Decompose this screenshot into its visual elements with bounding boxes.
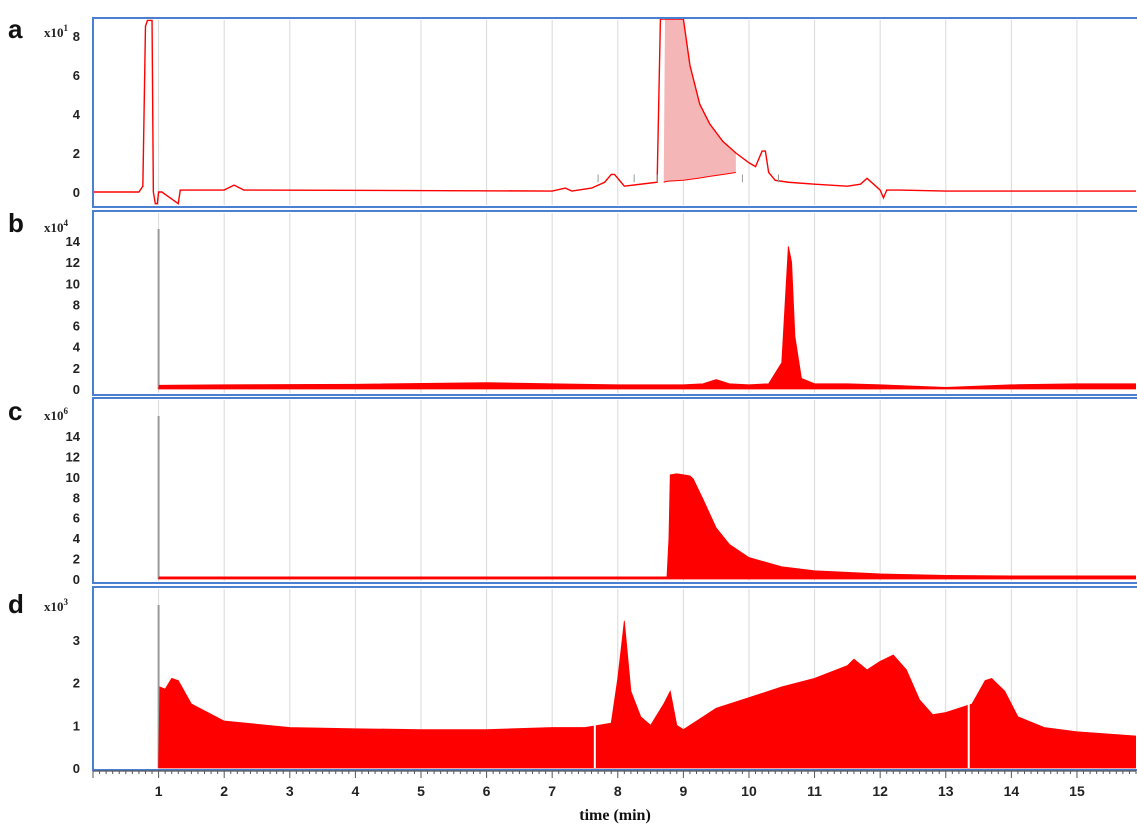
panel-a-letter: a (8, 14, 23, 44)
panel-b-ytick: 4 (73, 340, 81, 355)
panel-a-ytick: 2 (73, 146, 80, 161)
panel-c-scale-base: x10 (44, 408, 64, 423)
panel-c-ytick: 10 (66, 470, 80, 485)
panel-b-scale: x104 (44, 218, 69, 235)
panel-b-ytick: 12 (66, 255, 80, 270)
panel-a-frame (92, 17, 1137, 208)
panel-a-plot-area (93, 18, 1136, 205)
x-tick-label: 3 (286, 783, 294, 799)
panel-c-ytick: 12 (66, 449, 80, 464)
x-tick-label: 9 (679, 783, 687, 799)
panel-b-ytick: 2 (73, 361, 80, 376)
panel-c-scale-exponent: 6 (64, 406, 69, 416)
panel-c-ytick: 6 (73, 511, 80, 526)
panel-a-baseline (663, 172, 736, 183)
panel-a: 0 2 4 6 8 (73, 17, 1137, 208)
x-tick-label: 8 (614, 783, 622, 799)
panel-d-letter: d (8, 589, 24, 619)
panel-c-ytick: 4 (73, 531, 81, 546)
panel-d-scale-exponent: 3 (64, 597, 69, 607)
panel-c-ytick: 8 (73, 490, 80, 505)
panel-b-series-area (158, 246, 1136, 390)
x-tick-label: 13 (938, 783, 954, 799)
panel-a-ytick: 0 (73, 185, 80, 200)
panel-d-series-area (158, 620, 1136, 769)
panel-b-ytick: 6 (73, 319, 80, 334)
x-tick-label: 10 (741, 783, 757, 799)
panel-a-shaded-peak (663, 19, 736, 183)
panel-b-ytick: 0 (73, 382, 80, 397)
panel-c-letter: c (8, 396, 22, 426)
panel-b-scale-base: x10 (44, 220, 64, 235)
x-tick-label: 5 (417, 783, 425, 799)
panel-d-ytick: 0 (73, 761, 80, 776)
panel-b-ytick: 8 (73, 297, 80, 312)
panel-a-scale-exponent: 1 (64, 23, 69, 33)
x-tick-label: 1 (155, 783, 163, 799)
panel-d-frame (92, 586, 1137, 771)
panel-d: 0 1 2 3 (73, 586, 1137, 776)
x-tick-label: 11 (807, 783, 822, 799)
panel-d-plot-area (158, 587, 1136, 769)
x-tick-label: 6 (483, 783, 491, 799)
panel-a-scale: x101 (44, 23, 69, 40)
panel-c-ytick: 0 (73, 572, 80, 587)
panel-b-ytick: 14 (66, 234, 81, 249)
panel-c-frame (92, 397, 1137, 584)
panel-c-ytick: 14 (66, 429, 81, 444)
x-tick-label: 2 (220, 783, 228, 799)
panel-b-plot-area (158, 246, 1136, 390)
panel-a-ytick: 8 (73, 29, 80, 44)
panel-d-ytick: 2 (73, 676, 80, 691)
x-axis: 1 2 3 4 5 6 7 8 9 10 11 12 13 14 15 (92, 770, 1137, 799)
panel-b-frame (92, 210, 1137, 396)
panel-b-letter: b (8, 208, 24, 238)
panel-a-ytick: 4 (73, 107, 81, 122)
panel-c: 0 2 4 6 8 10 12 14 (66, 397, 1137, 587)
panel-b-scale-exponent: 4 (64, 218, 69, 228)
panel-d-scale: x103 (44, 597, 69, 614)
panel-d-ytick: 1 (73, 718, 80, 733)
x-tick-label: 15 (1069, 783, 1085, 799)
x-tick-label: 12 (872, 783, 888, 799)
panel-a-scale-base: x10 (44, 25, 64, 40)
x-tick-label: 4 (351, 783, 359, 799)
x-axis-label: time (min) (579, 807, 651, 824)
panel-b: 0 2 4 6 8 10 12 14 (66, 210, 1137, 397)
panel-c-plot-area (158, 473, 1136, 580)
panel-c-ytick: 2 (73, 552, 80, 567)
panel-d-ytick: 3 (73, 633, 80, 648)
panel-b-ytick: 10 (66, 276, 80, 291)
panel-c-series-area (158, 473, 1136, 580)
x-tick-label: 7 (548, 783, 556, 799)
panel-a-series-line (93, 18, 1136, 205)
panel-d-scale-base: x10 (44, 599, 64, 614)
x-tick-label: 14 (1004, 783, 1020, 799)
panel-a-ytick: 6 (73, 68, 80, 83)
panel-c-scale: x106 (44, 406, 69, 423)
